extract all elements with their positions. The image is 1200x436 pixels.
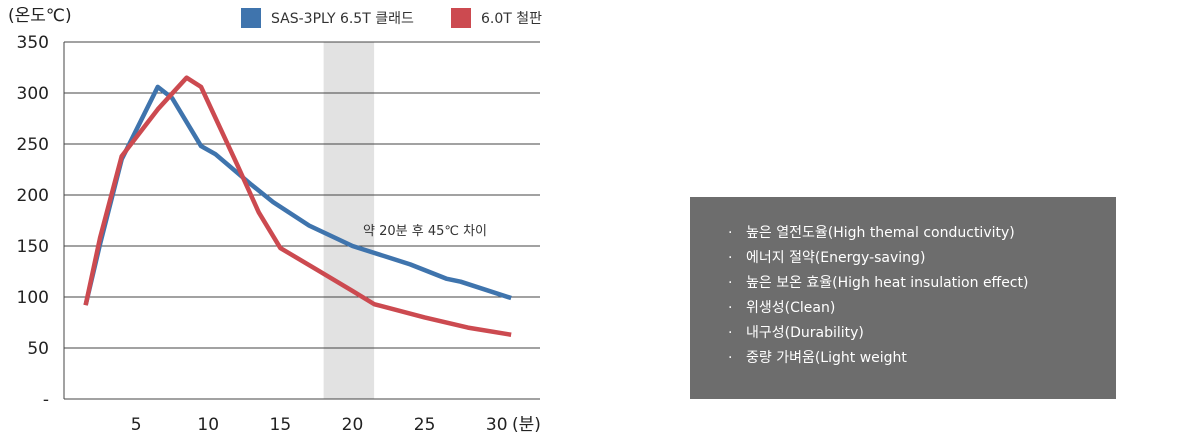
annotation-label: 약 20분 후 45℃ 차이 (363, 224, 487, 239)
y-tick-label: 350 (17, 33, 49, 53)
y-tick-label: 200 (17, 186, 49, 206)
feature-label: 내구성(Durability) (746, 325, 864, 341)
x-tick-label: 15 (270, 415, 292, 435)
feature-item: · 높은 열전도율(High themal conductivity) (728, 221, 1116, 246)
bullet: · (728, 225, 733, 241)
y-tick-label: 50 (27, 339, 49, 359)
feature-label: 높은 보온 효율(High heat insulation effect) (746, 275, 1029, 291)
feature-label: 높은 열전도율(High themal conductivity) (746, 225, 1015, 241)
y-axis-label: (온도℃) (8, 6, 72, 26)
bullet: · (728, 325, 733, 341)
series-line-1 (83, 75, 512, 337)
x-tick-label: 20 (342, 415, 364, 435)
feature-item: · 높은 보온 효율(High heat insulation effect) (728, 271, 1116, 296)
bullet: · (728, 350, 733, 366)
x-tick-label: 10 (197, 415, 219, 435)
feature-label: 에너지 절약(Energy-saving) (746, 250, 926, 266)
y-tick-label: 100 (17, 288, 49, 308)
series-line-0 (83, 84, 512, 306)
x-axis-label: (분) (512, 415, 541, 435)
x-tick-label: 25 (414, 415, 436, 435)
feature-item: · 위생성(Clean) (728, 296, 1116, 321)
x-tick-label: 5 (131, 415, 142, 435)
y-tick-label: 250 (17, 135, 49, 155)
y-tick-label: 300 (17, 84, 49, 104)
y-tick-label: - (43, 390, 49, 410)
y-tick-label: 150 (17, 237, 49, 257)
feature-label: 중량 가벼움(Light weight (746, 350, 907, 366)
x-tick-label: 30 (486, 415, 508, 435)
features-list: · 높은 열전도율(High themal conductivity) · 에너지 … (728, 221, 1116, 371)
feature-item: · 에너지 절약(Energy-saving) (728, 246, 1116, 271)
feature-item: · 내구성(Durability) (728, 321, 1116, 346)
features-panel: · 높은 열전도율(High themal conductivity) · 에너지 … (690, 197, 1116, 399)
legend-swatch-series-0 (241, 8, 261, 28)
legend-swatch-series-1 (451, 8, 471, 28)
legend-label-series-1: 6.0T 철판 (481, 11, 543, 27)
highlight-band (323, 42, 375, 399)
bullet: · (728, 275, 733, 291)
bullet: · (728, 250, 733, 266)
feature-label: 위생성(Clean) (746, 300, 836, 316)
legend-item-series-0: SAS-3PLY 6.5T 클래드 (241, 8, 414, 28)
legend-label-series-0: SAS-3PLY 6.5T 클래드 (271, 11, 414, 27)
feature-item: · 중량 가벼움(Light weight (728, 346, 1116, 371)
bullet: · (728, 300, 733, 316)
legend-item-series-1: 6.0T 철판 (451, 8, 542, 28)
